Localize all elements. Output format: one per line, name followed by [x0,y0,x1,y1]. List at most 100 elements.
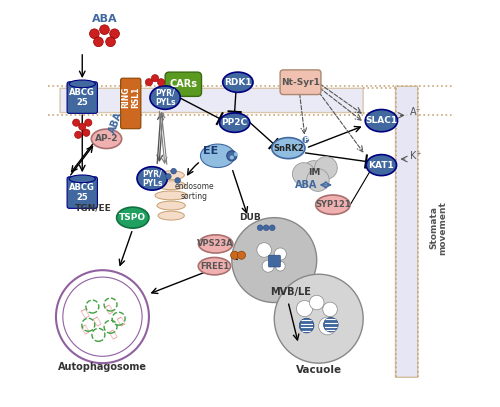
Ellipse shape [116,207,149,228]
Text: Autophagosome: Autophagosome [58,362,147,372]
Ellipse shape [272,138,305,159]
Text: ABA: ABA [296,179,318,190]
Ellipse shape [69,175,96,183]
Text: KAT1: KAT1 [368,161,394,170]
Text: PYR/
PYLs: PYR/ PYLs [142,169,163,188]
Text: MVB/LE: MVB/LE [270,287,311,298]
Circle shape [324,317,338,332]
Text: PYR/
PYLs: PYR/ PYLs [155,88,176,107]
Circle shape [84,119,92,126]
Circle shape [78,123,86,130]
FancyBboxPatch shape [67,177,98,208]
FancyBboxPatch shape [60,88,363,113]
Ellipse shape [157,181,186,190]
Circle shape [300,318,314,333]
Circle shape [146,79,152,86]
Ellipse shape [69,80,96,88]
Ellipse shape [365,109,398,132]
Text: SYP121: SYP121 [315,200,350,209]
Ellipse shape [157,201,186,210]
Text: endosome
sorting: endosome sorting [174,182,214,201]
Ellipse shape [316,195,350,214]
Text: CARs: CARs [170,79,198,89]
Text: 〜: 〜 [108,327,118,339]
Text: SnRK2: SnRK2 [273,144,304,153]
Circle shape [106,37,116,47]
Circle shape [152,74,158,82]
Circle shape [171,168,176,174]
Circle shape [270,225,275,231]
Circle shape [63,277,142,356]
Ellipse shape [227,151,237,161]
Text: RING
RSL1: RING RSL1 [122,87,140,108]
FancyBboxPatch shape [396,86,418,377]
Ellipse shape [137,167,168,190]
Ellipse shape [150,86,180,109]
Text: A⁻: A⁻ [410,107,422,117]
Circle shape [257,243,272,257]
Text: DUB: DUB [239,213,261,222]
Text: Vacuole: Vacuole [296,365,342,375]
Circle shape [232,218,316,302]
Circle shape [310,295,324,310]
Text: TSPO: TSPO [119,213,146,222]
Circle shape [234,152,238,156]
Circle shape [262,260,274,272]
FancyBboxPatch shape [120,78,141,129]
Text: RDK1: RDK1 [224,78,252,87]
Text: EE: EE [203,146,218,156]
FancyBboxPatch shape [280,70,321,94]
Text: TGN/EE: TGN/EE [75,203,112,212]
Text: 〜: 〜 [92,315,102,326]
Circle shape [100,25,110,35]
Circle shape [166,174,171,179]
Circle shape [94,37,104,47]
Text: P: P [303,137,308,142]
Circle shape [292,163,315,185]
Circle shape [230,251,238,259]
Circle shape [296,300,312,317]
Text: PP2C: PP2C [222,118,248,127]
Circle shape [276,261,285,271]
Ellipse shape [366,155,396,175]
Circle shape [158,79,164,86]
Ellipse shape [158,171,184,179]
Circle shape [302,161,325,183]
Circle shape [274,248,286,260]
Text: ABA: ABA [108,110,124,135]
Circle shape [323,302,338,317]
Circle shape [314,157,338,179]
Text: FREE1: FREE1 [200,262,229,271]
Ellipse shape [158,211,184,220]
Circle shape [56,270,149,363]
Circle shape [74,131,82,138]
Circle shape [306,169,329,191]
FancyBboxPatch shape [165,72,202,96]
FancyBboxPatch shape [67,82,98,114]
Text: SLAC1: SLAC1 [366,116,398,125]
Circle shape [300,318,314,333]
Circle shape [238,251,246,259]
Ellipse shape [92,129,122,149]
Circle shape [82,129,90,136]
Ellipse shape [220,113,250,132]
Ellipse shape [222,72,253,92]
Text: 〜: 〜 [79,307,90,318]
Circle shape [90,29,99,39]
Text: ABA: ABA [92,13,118,24]
Circle shape [110,29,120,39]
Ellipse shape [198,235,233,253]
Text: K⁺: K⁺ [410,151,422,161]
Circle shape [264,225,269,231]
Text: ABCG
25: ABCG 25 [70,183,95,202]
Ellipse shape [200,144,235,168]
Circle shape [72,119,80,126]
Circle shape [318,317,336,335]
Text: ABCG
25: ABCG 25 [70,88,95,107]
Circle shape [274,274,363,363]
Text: 〜: 〜 [79,323,90,335]
Circle shape [230,155,234,160]
Text: VPS23A: VPS23A [198,239,234,248]
Text: Nt-Syr1: Nt-Syr1 [281,78,320,87]
Text: Stomata
movement: Stomata movement [429,201,448,255]
